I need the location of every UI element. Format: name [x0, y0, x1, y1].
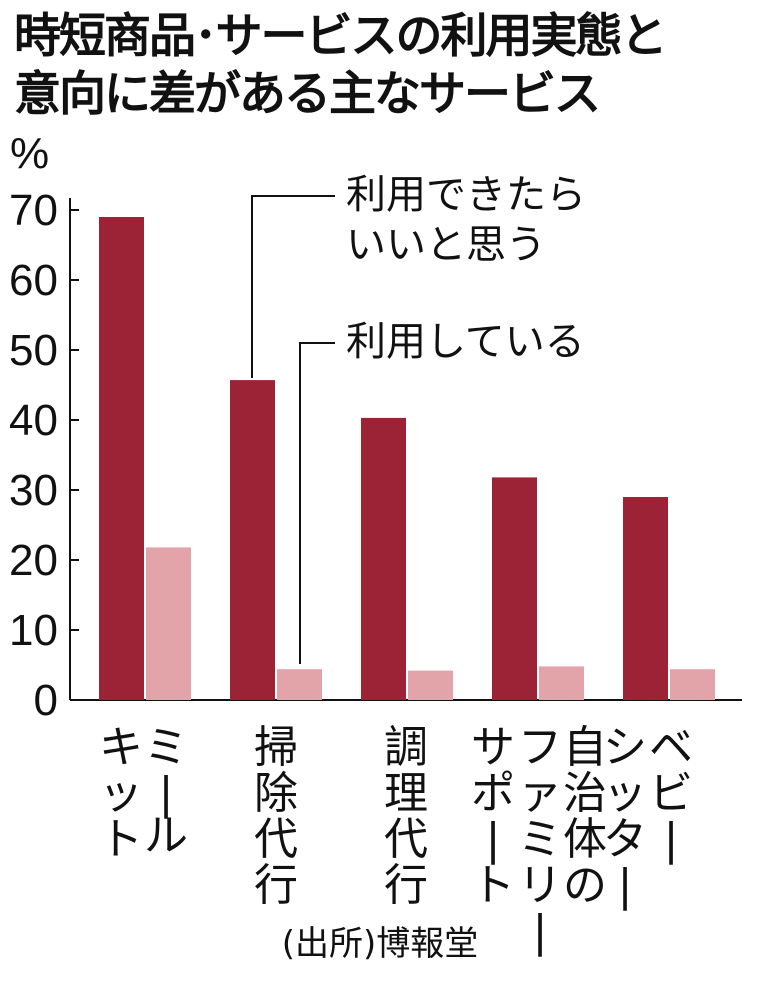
x-category-label: ベビ|	[649, 722, 693, 865]
y-tick-label: 30	[9, 466, 58, 515]
bar-want	[99, 217, 144, 700]
x-category-label: ミ|	[144, 722, 188, 819]
annotation-want-leader	[251, 195, 335, 378]
y-tick-label: 40	[9, 396, 58, 445]
annotation-using-leader	[299, 342, 335, 664]
x-category-label: 自治体の	[563, 722, 607, 911]
y-tick-label: 60	[9, 256, 58, 305]
annotation-want-label: 利用できたら	[346, 172, 586, 218]
x-category-label: キット	[99, 722, 143, 865]
x-category-label: ル	[144, 810, 188, 861]
annotation-using-label: 利用している	[346, 319, 585, 365]
y-tick-label: 50	[9, 326, 58, 375]
y-tick-label: 70	[9, 186, 58, 235]
x-category-label: 調理代行	[384, 722, 428, 911]
bar-using	[670, 669, 715, 700]
bar-want	[492, 477, 537, 700]
bar-using	[146, 547, 191, 700]
y-tick-label: 0	[34, 676, 58, 725]
bar-want	[230, 380, 275, 700]
y-tick-label: 10	[9, 606, 58, 655]
x-category-label: シッタ|	[603, 722, 647, 911]
bar-want	[623, 497, 668, 700]
x-category-label: サポ|ト	[471, 722, 515, 911]
source-note: (出所)博報堂	[282, 924, 479, 964]
y-axis-unit: %	[10, 129, 49, 178]
chart-title-line-1: 時短商品･サービスの利用実態と	[14, 9, 667, 64]
chart-title: 時短商品･サービスの利用実態と 意向に差がある主なサービス	[14, 8, 667, 124]
x-category-label: ファミリ|	[518, 722, 562, 957]
annotation-want-label: いいと思う	[346, 222, 546, 268]
chart-title-line-2: 意向に差がある主なサービス	[14, 67, 601, 122]
y-tick-label: 20	[9, 536, 58, 585]
bar-using	[539, 666, 584, 700]
bar-want	[361, 417, 406, 700]
x-category-label: 掃除代行	[254, 722, 298, 911]
bar-using	[408, 670, 453, 700]
bar-using	[277, 669, 322, 700]
